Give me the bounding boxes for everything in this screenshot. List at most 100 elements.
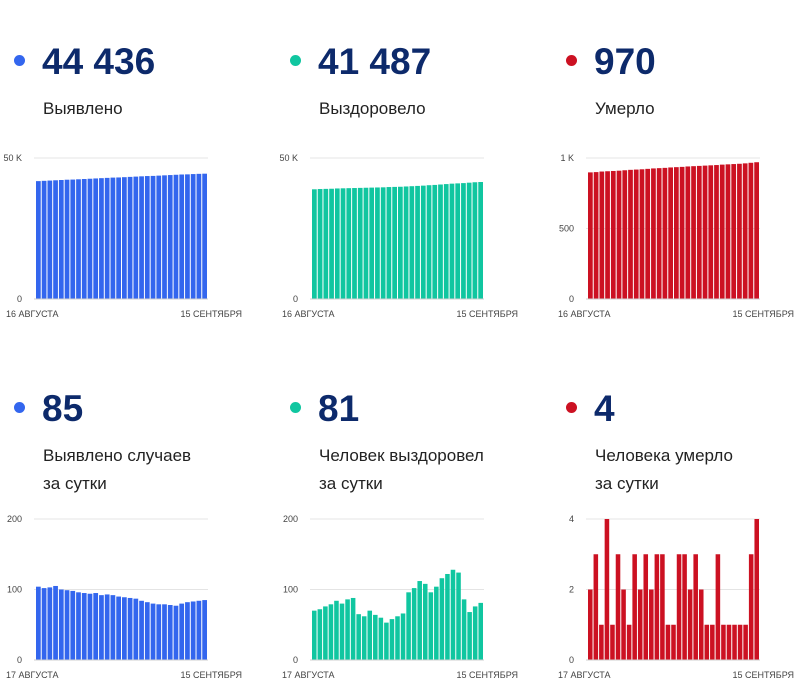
- bar: [434, 586, 439, 660]
- stat-label: Человека умерло: [595, 446, 733, 465]
- bar: [645, 168, 651, 299]
- bar: [150, 175, 156, 299]
- legend-dot: [14, 55, 25, 66]
- bar: [674, 167, 679, 299]
- bar: [466, 182, 472, 299]
- bar: [665, 624, 671, 660]
- x-start-label: 17 АВГУСТА: [282, 670, 335, 680]
- bar: [737, 624, 743, 660]
- bar: [64, 179, 70, 299]
- bar: [668, 167, 673, 299]
- bar: [588, 589, 593, 660]
- bar: [384, 622, 389, 660]
- y-tick-label: 50 K: [3, 153, 22, 163]
- bar: [685, 166, 691, 299]
- bar: [127, 597, 133, 660]
- stat-label: Человек выздоровел: [319, 446, 484, 465]
- bar: [53, 180, 58, 299]
- bar: [693, 554, 698, 660]
- bar: [428, 592, 434, 660]
- bar: [373, 614, 378, 660]
- bar: [403, 186, 409, 299]
- x-end-label: 15 СЕНТЯБРЯ: [456, 309, 518, 319]
- bar: [363, 187, 369, 299]
- bar: [329, 188, 334, 299]
- bar: [719, 164, 725, 299]
- bar: [361, 616, 367, 660]
- bar: [432, 184, 438, 299]
- bar: [345, 599, 350, 660]
- bar: [411, 588, 417, 660]
- bar: [461, 183, 466, 299]
- x-start-label: 16 АВГУСТА: [282, 309, 335, 319]
- bar: [99, 178, 104, 299]
- legend-dot: [14, 402, 25, 413]
- bar: [70, 590, 76, 660]
- bar-chart: 0 100 200 17 АВГУСТА 15 СЕНТЯБРЯ: [6, 514, 242, 680]
- bar: [64, 590, 70, 660]
- bar: [748, 554, 754, 660]
- bar: [467, 612, 472, 660]
- bar-chart: 0 100 200 17 АВГУСТА 15 СЕНТЯБРЯ: [282, 514, 518, 680]
- y-tick-label: 2: [569, 585, 574, 595]
- bar: [420, 185, 426, 299]
- bar: [743, 624, 748, 660]
- y-tick-label: 0: [17, 655, 22, 665]
- bar: [461, 599, 467, 660]
- bar: [449, 183, 455, 299]
- bar: [334, 600, 339, 660]
- bar: [380, 187, 386, 299]
- y-tick-label: 4: [569, 514, 574, 524]
- bar: [450, 569, 456, 660]
- bar: [671, 624, 676, 660]
- bar: [732, 624, 737, 660]
- bar: [196, 600, 202, 660]
- bar: [721, 624, 726, 660]
- bar: [41, 588, 47, 660]
- stat-label: за сутки: [43, 474, 107, 493]
- bar: [378, 617, 384, 660]
- bar: [104, 594, 110, 660]
- bar: [99, 595, 104, 660]
- bar: [472, 606, 478, 660]
- bar: [679, 166, 685, 299]
- bar: [726, 624, 732, 660]
- bar: [116, 596, 121, 660]
- stat-card-deaths-total: 970 Умерло 0 500 1 K 16 АВГУСТА 15 СЕНТЯБРЯ: [552, 0, 797, 345]
- bar: [398, 186, 403, 299]
- bar-chart: 0 50 K 16 АВГУСТА 15 СЕНТЯБРЯ: [3, 153, 242, 319]
- bar: [156, 604, 162, 660]
- legend-dot: [566, 55, 577, 66]
- bar: [150, 603, 156, 660]
- bar: [167, 175, 173, 299]
- stat-label: за сутки: [595, 474, 659, 493]
- bar: [621, 589, 626, 660]
- bar: [93, 178, 99, 299]
- bar: [478, 602, 483, 660]
- y-tick-label: 200: [7, 514, 22, 524]
- y-tick-label: 50 K: [279, 153, 298, 163]
- legend-dot: [566, 402, 577, 413]
- y-tick-label: 500: [559, 224, 574, 234]
- x-start-label: 16 АВГУСТА: [558, 309, 611, 319]
- bar: [87, 593, 93, 660]
- bar: [593, 172, 599, 299]
- bar: [702, 165, 708, 299]
- bar: [392, 186, 397, 299]
- bar: [312, 610, 317, 660]
- bar: [144, 602, 150, 660]
- bar: [632, 554, 637, 660]
- bar: [651, 168, 656, 299]
- bar: [139, 176, 144, 299]
- bar: [36, 586, 41, 660]
- bar: [70, 179, 76, 299]
- bar: [339, 603, 345, 660]
- x-end-label: 15 СЕНТЯБРЯ: [180, 670, 242, 680]
- bar: [656, 168, 662, 299]
- bar: [615, 554, 621, 660]
- bar: [328, 604, 334, 660]
- bar: [604, 519, 610, 660]
- bar: [76, 179, 81, 299]
- bar: [639, 169, 645, 299]
- bar: [133, 598, 139, 660]
